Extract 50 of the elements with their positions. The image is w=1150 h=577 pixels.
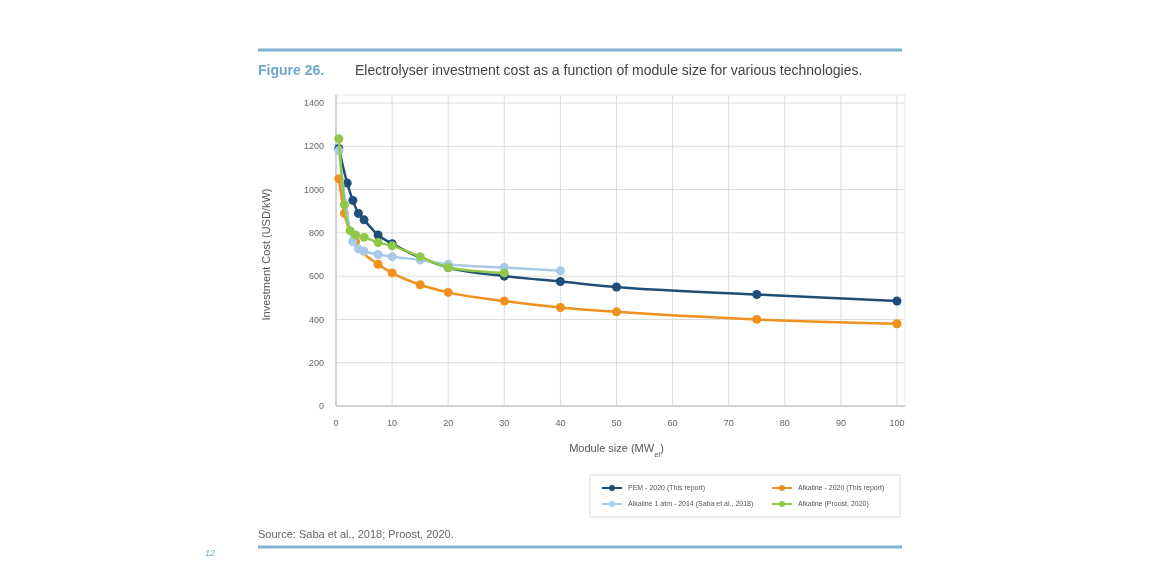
point [752, 314, 762, 324]
y-tick-label: 200 [308, 357, 324, 368]
source-note: Source: Saba et al., 2018; Proost, 2020. [258, 528, 454, 540]
text: 12 [205, 548, 216, 558]
y-tick-label: 800 [308, 228, 324, 239]
x-tick-label: 100 [889, 418, 905, 428]
point [353, 208, 363, 218]
x-tick-label: 60 [667, 418, 678, 428]
x-tick-label: 50 [611, 418, 622, 428]
point [387, 252, 397, 262]
point [351, 230, 361, 240]
x-tick-label: 90 [835, 418, 846, 428]
point [612, 307, 621, 317]
x-tick-label: 80 [779, 418, 790, 428]
y-tick-label: 400 [308, 314, 324, 325]
point [415, 280, 425, 290]
x-tick-label: 20 [443, 418, 454, 428]
point [334, 134, 344, 144]
x-tick-label: 40 [555, 418, 566, 428]
y-axis-title: Investment Cost (USD/kW) [260, 188, 272, 321]
y-tick-label: 1400 [303, 98, 324, 109]
point [359, 246, 369, 256]
point [892, 319, 902, 329]
point [359, 215, 369, 225]
y-tick-label: 600 [308, 271, 324, 282]
point [555, 277, 565, 287]
x-tick-label: 10 [387, 418, 398, 428]
point [443, 287, 453, 297]
point [555, 303, 565, 313]
point [555, 266, 565, 276]
point [387, 268, 397, 278]
x-tick-label: 0 [333, 418, 339, 428]
point [348, 195, 358, 205]
chart-title: Figure 26. [258, 62, 325, 78]
point [373, 238, 383, 248]
point [499, 296, 509, 306]
point [892, 296, 902, 306]
x-tick-label: 70 [723, 418, 734, 428]
x-tick-label: 30 [499, 418, 510, 428]
point [359, 232, 369, 242]
point [612, 282, 621, 292]
y-tick-label: 0 [318, 401, 324, 412]
chart-subtitle: Electrolyser investment cost as a function of module size for various technologies. [355, 62, 863, 78]
x-axis-title: Module size (MW$_{el}$) [569, 442, 664, 459]
point [339, 200, 349, 210]
y-tick-label: 1000 [303, 184, 324, 195]
point [373, 250, 383, 259]
y-tick-label: 1200 [303, 141, 324, 152]
point [373, 259, 383, 269]
point [752, 290, 762, 300]
